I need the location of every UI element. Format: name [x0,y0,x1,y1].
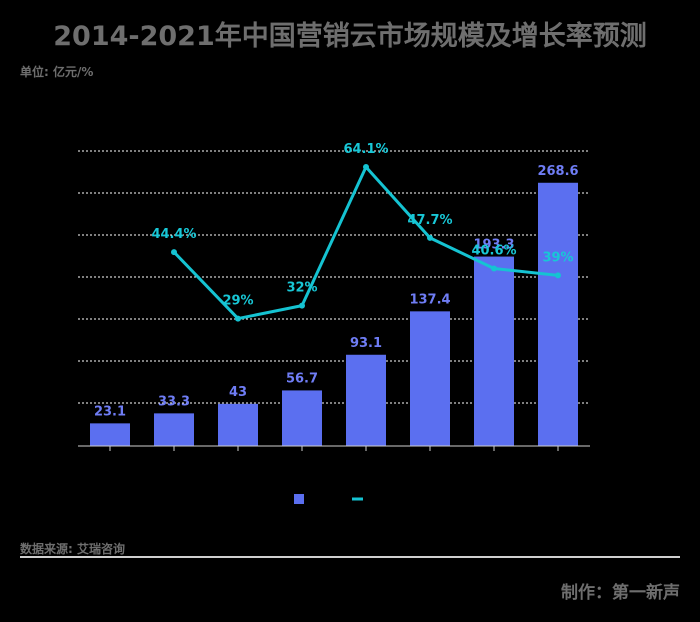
footer-divider [20,556,680,558]
line-label-2016: 29% [222,294,253,309]
credit-text: 制作：第一新声 [561,583,680,603]
line-label-2019: 47.7% [407,213,452,228]
line-point-2016 [235,315,241,322]
line-point-2015 [171,249,177,256]
line-label-2020: 40.6% [471,243,516,258]
x-axis [78,445,590,451]
line-point-2021 [555,272,561,279]
line-label-2015: 44.4% [151,227,196,242]
bar-2016 [218,403,258,446]
growth-line-series [171,164,561,322]
line-label-2018: 64.1% [343,142,388,157]
line-label-2021: 39% [542,250,573,265]
line-point-2020 [491,265,497,272]
bar-2017 [282,390,322,446]
bar-label-2020: 193.3 [473,238,514,253]
bar-label-2018: 93.1 [350,336,382,351]
bar-2021 [538,182,578,446]
legend [294,494,363,504]
bar-label-2014: 23.1 [94,404,126,419]
bar-label-2017: 56.7 [286,371,318,386]
bar-2020 [474,256,514,446]
bar-label-2015: 33.3 [158,394,190,409]
line-point-2017 [299,302,305,309]
data-source: 数据来源: 艾瑞咨询 [20,542,125,556]
legend-bar-marker [294,494,304,504]
data-labels: 23.1 33.3 43 56.7 93.1 137.4 193.3 268.6 44.4% 29… [94,142,579,419]
line-label-2017: 32% [286,281,317,296]
bar-2019 [410,311,450,446]
bar-2014 [90,423,130,446]
chart-title: 2014-2021年中国营销云市场规模及增长率预测 [53,21,647,52]
line-point-2018 [363,164,369,171]
line-point-2019 [427,234,433,241]
bar-2018 [346,354,386,446]
bar-label-2016: 43 [229,385,247,400]
bar-2015 [154,413,194,446]
unit-label: 单位: 亿元/% [20,65,94,79]
bar-label-2019: 137.4 [409,292,450,307]
bar-series [90,182,578,446]
bar-label-2021: 268.6 [537,164,578,179]
